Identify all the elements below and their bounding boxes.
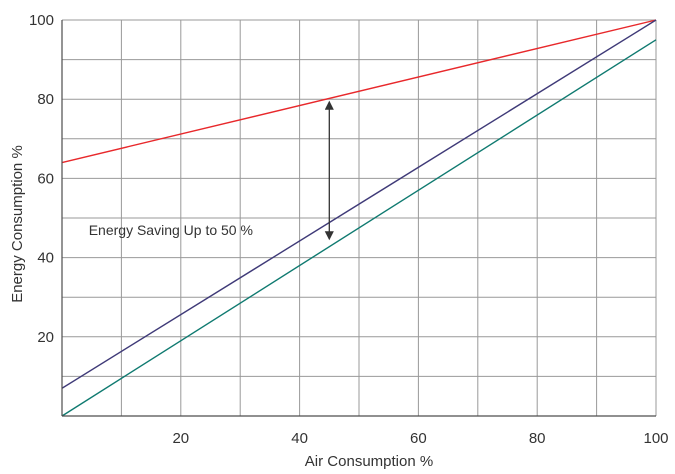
y-tick-label: 60 (37, 170, 54, 187)
grid (62, 19, 657, 416)
y-tick-label: 100 (29, 12, 54, 29)
series-line-3 (61, 39, 657, 417)
x-tick-label: 20 (172, 430, 189, 447)
axes (61, 20, 656, 417)
series-line-1 (61, 19, 657, 164)
x-tick-label: 80 (529, 430, 546, 447)
y-tick-label: 40 (37, 250, 54, 267)
x-tick-label: 100 (643, 430, 668, 447)
series-group (61, 19, 657, 417)
energy-saving-annotation: Energy Saving Up to 50 % (89, 222, 253, 238)
y-tick-label: 20 (37, 329, 54, 346)
y-tick-labels: 20 40 60 80 100 (29, 12, 54, 346)
series-line-2 (61, 19, 657, 389)
x-tick-label: 60 (410, 430, 427, 447)
x-tick-labels: 20 40 60 80 100 (172, 430, 668, 447)
y-tick-label: 80 (37, 91, 54, 108)
y-axis-label: Energy Consumption % (9, 145, 26, 303)
x-tick-label: 40 (291, 430, 308, 447)
x-axis-label: Air Consumption % (305, 453, 433, 470)
